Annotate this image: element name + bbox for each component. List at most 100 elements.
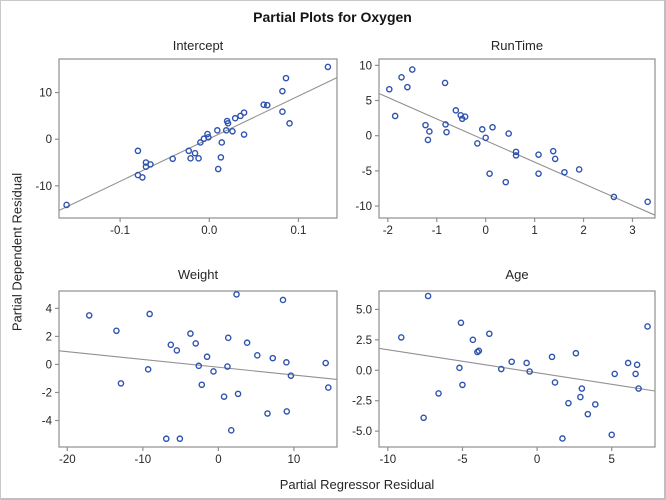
data-point — [632, 370, 639, 378]
data-point — [549, 147, 557, 155]
y-tick-label: -5 — [362, 166, 372, 178]
data-point — [139, 174, 146, 181]
y-tick-label: 0 — [366, 131, 372, 143]
plot-frame — [378, 290, 656, 448]
data-point — [508, 358, 516, 366]
data-point — [535, 170, 542, 177]
y-tick-label: 10 — [359, 60, 372, 72]
data-point — [283, 359, 290, 366]
data-point — [231, 114, 239, 122]
panel-title-age: Age — [505, 267, 529, 282]
y-tick-label: -5.0 — [352, 426, 372, 438]
data-point — [385, 85, 393, 93]
data-point — [502, 178, 510, 186]
data-point — [475, 347, 483, 355]
data-point — [260, 101, 267, 108]
y-tick-label: 4 — [46, 303, 53, 315]
data-point — [443, 128, 450, 136]
data-point — [169, 155, 177, 163]
data-point — [187, 330, 194, 337]
data-point — [240, 131, 248, 138]
data-point — [505, 130, 512, 137]
x-tick-label: 3 — [629, 225, 635, 237]
data-point — [424, 292, 432, 300]
data-point — [644, 198, 651, 206]
data-point — [526, 368, 533, 375]
y-tick-label: 0 — [46, 134, 52, 146]
x-tick-label: -0.1 — [110, 225, 130, 237]
data-point — [279, 108, 286, 115]
data-point — [469, 336, 477, 344]
y-axis-label: Partial Dependent Residual — [9, 172, 25, 332]
data-point — [420, 414, 427, 422]
data-point — [486, 330, 493, 338]
plot-frame — [58, 58, 338, 219]
plot-frame — [58, 290, 338, 448]
y-tick-label: 5 — [366, 96, 372, 108]
y-tick-label: -2 — [42, 387, 52, 399]
x-tick-label: -1 — [432, 225, 442, 237]
data-point — [398, 73, 405, 81]
x-tick-label: 1 — [531, 225, 537, 237]
data-point — [435, 390, 442, 397]
data-point — [478, 126, 486, 133]
y-tick-label: 0.0 — [356, 365, 372, 377]
data-point — [279, 87, 286, 95]
data-point — [391, 112, 399, 120]
panel-age: -10 -5 0 5 -5.0 -2.5 0.0 2.5 5.0 — [352, 290, 656, 466]
x-tick-label: 0 — [482, 225, 488, 237]
y-tick-label: -4 — [42, 416, 53, 428]
figure-title: Partial Plots for Oxygen — [253, 9, 412, 25]
data-point — [559, 435, 566, 442]
data-point — [222, 127, 230, 134]
y-tick-label: 2.5 — [356, 335, 372, 347]
data-point — [85, 312, 93, 319]
data-point — [287, 372, 295, 379]
x-tick-label: -2 — [383, 225, 393, 237]
data-point — [404, 83, 411, 91]
data-point — [167, 341, 175, 349]
y-tick-label: -10 — [35, 181, 52, 193]
data-point — [608, 431, 616, 439]
data-point — [561, 168, 568, 176]
data-point — [512, 148, 520, 156]
data-point — [113, 327, 120, 335]
y-tick-label: -2.5 — [352, 396, 372, 408]
data-point — [397, 334, 405, 341]
data-point — [220, 393, 228, 400]
x-tick-label: 10 — [288, 454, 301, 466]
data-point — [325, 384, 332, 391]
y-tick-label: 10 — [39, 88, 52, 100]
data-point — [577, 393, 584, 401]
x-tick-label: -10 — [135, 454, 152, 466]
data-point — [584, 410, 592, 418]
data-point — [523, 359, 530, 367]
data-point — [633, 361, 641, 369]
data-point — [282, 74, 290, 82]
data-point — [322, 359, 329, 367]
data-point — [264, 410, 271, 417]
y-tick-label: 0 — [46, 359, 52, 371]
data-point — [489, 123, 496, 131]
plot-frame — [378, 58, 656, 219]
data-point — [551, 155, 559, 163]
data-point — [283, 408, 291, 415]
y-tick-label: 2 — [46, 331, 52, 343]
data-point — [279, 296, 287, 304]
data-point — [482, 134, 489, 142]
data-point — [635, 385, 642, 392]
panel-title-runtime: RunTime — [490, 38, 544, 53]
data-point — [214, 127, 221, 134]
data-point — [204, 130, 211, 138]
data-point — [203, 353, 211, 361]
data-point — [187, 155, 194, 162]
data-point — [426, 128, 433, 135]
data-point — [227, 427, 235, 434]
data-point — [214, 165, 222, 173]
data-point — [185, 147, 193, 155]
data-point — [624, 359, 632, 367]
data-point — [144, 366, 152, 373]
